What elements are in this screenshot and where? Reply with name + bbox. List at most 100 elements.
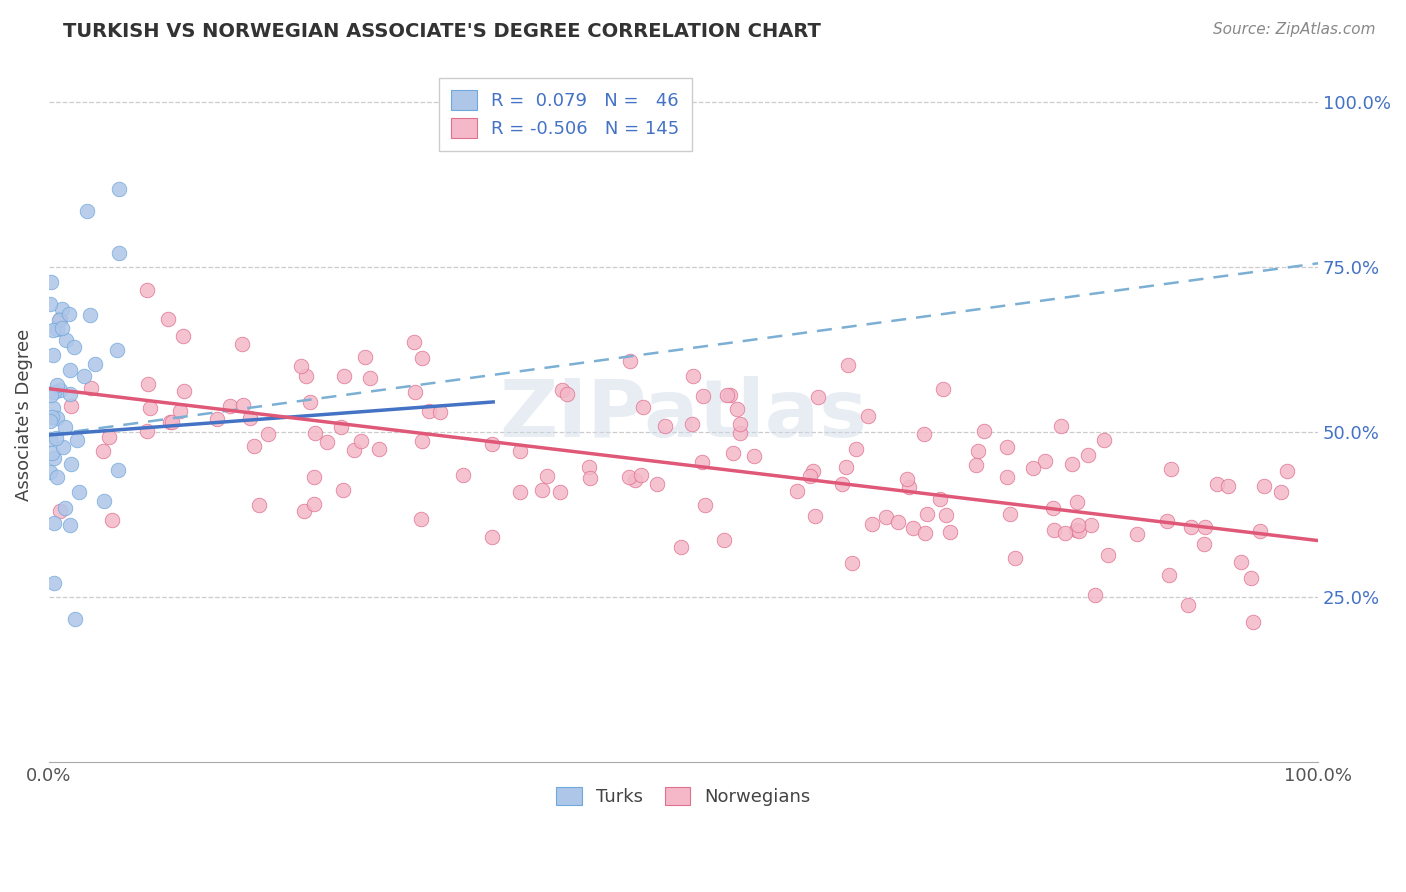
Point [728, 426, 751, 441]
Point [48, 313, 70, 327]
Point [290, 359, 312, 373]
Point [1156, 514, 1178, 528]
Point [1084, 588, 1107, 602]
Point [1253, 478, 1275, 492]
Point [967, 443, 990, 458]
Point [896, 472, 918, 486]
Point [101, 513, 124, 527]
Point [939, 524, 962, 539]
Point [45, 322, 67, 336]
Point [1241, 615, 1264, 629]
Point [804, 509, 827, 524]
Point [219, 399, 242, 413]
Point [692, 389, 714, 403]
Point [39, 465, 62, 479]
Point [1229, 555, 1251, 569]
Point [73, 368, 96, 383]
Point [786, 483, 808, 498]
Point [935, 508, 957, 522]
Point [62, 340, 84, 354]
Point [1249, 524, 1271, 539]
Point [742, 449, 765, 463]
Point [173, 384, 195, 398]
Point [1080, 517, 1102, 532]
Point [159, 416, 181, 430]
Point [995, 440, 1018, 454]
Point [1053, 526, 1076, 541]
Point [995, 470, 1018, 484]
Point [1177, 599, 1199, 613]
Point [315, 435, 337, 450]
Point [1194, 520, 1216, 534]
Point [76, 203, 98, 218]
Point [856, 409, 879, 423]
Point [107, 463, 129, 477]
Point [1069, 524, 1091, 538]
Point [531, 483, 554, 497]
Point [551, 383, 574, 397]
Point [973, 425, 995, 439]
Point [695, 498, 717, 512]
Point [860, 517, 883, 532]
Point [481, 437, 503, 451]
Point [912, 426, 935, 441]
Point [1270, 485, 1292, 500]
Point [550, 485, 572, 500]
Point [67, 484, 90, 499]
Point [835, 459, 858, 474]
Point [418, 403, 440, 417]
Point [1194, 537, 1216, 551]
Point [1157, 568, 1180, 582]
Point [41, 446, 63, 460]
Point [329, 420, 352, 434]
Point [1050, 418, 1073, 433]
Point [59, 387, 82, 401]
Point [138, 401, 160, 416]
Point [156, 311, 179, 326]
Point [304, 497, 326, 511]
Point [46, 470, 69, 484]
Point [107, 246, 129, 260]
Text: TURKISH VS NORWEGIAN ASSOCIATE'S DEGREE CORRELATION CHART: TURKISH VS NORWEGIAN ASSOCIATE'S DEGREE … [63, 22, 821, 41]
Point [359, 371, 381, 385]
Point [837, 358, 859, 372]
Point [1160, 461, 1182, 475]
Point [46, 410, 69, 425]
Point [42, 450, 65, 465]
Point [1206, 477, 1229, 491]
Point [93, 444, 115, 458]
Point [93, 494, 115, 508]
Point [55, 500, 77, 515]
Point [1240, 571, 1263, 585]
Point [509, 484, 531, 499]
Point [332, 483, 354, 497]
Point [965, 458, 987, 472]
Point [1077, 448, 1099, 462]
Point [1042, 500, 1064, 515]
Point [42, 323, 65, 337]
Point [169, 403, 191, 417]
Point [60, 400, 83, 414]
Point [136, 376, 159, 391]
Point [45, 431, 67, 445]
Point [51, 321, 73, 335]
Point [723, 446, 745, 460]
Point [692, 455, 714, 469]
Point [1216, 479, 1239, 493]
Point [79, 308, 101, 322]
Point [41, 410, 63, 425]
Point [172, 329, 194, 343]
Point [1092, 433, 1115, 447]
Point [1004, 550, 1026, 565]
Legend: Turks, Norwegians: Turks, Norwegians [547, 778, 820, 815]
Point [841, 557, 863, 571]
Point [79, 382, 101, 396]
Point [205, 412, 228, 426]
Point [411, 434, 433, 448]
Point [429, 405, 451, 419]
Point [58, 307, 80, 321]
Point [45, 377, 67, 392]
Point [136, 424, 159, 438]
Point [105, 343, 128, 357]
Point [49, 311, 72, 326]
